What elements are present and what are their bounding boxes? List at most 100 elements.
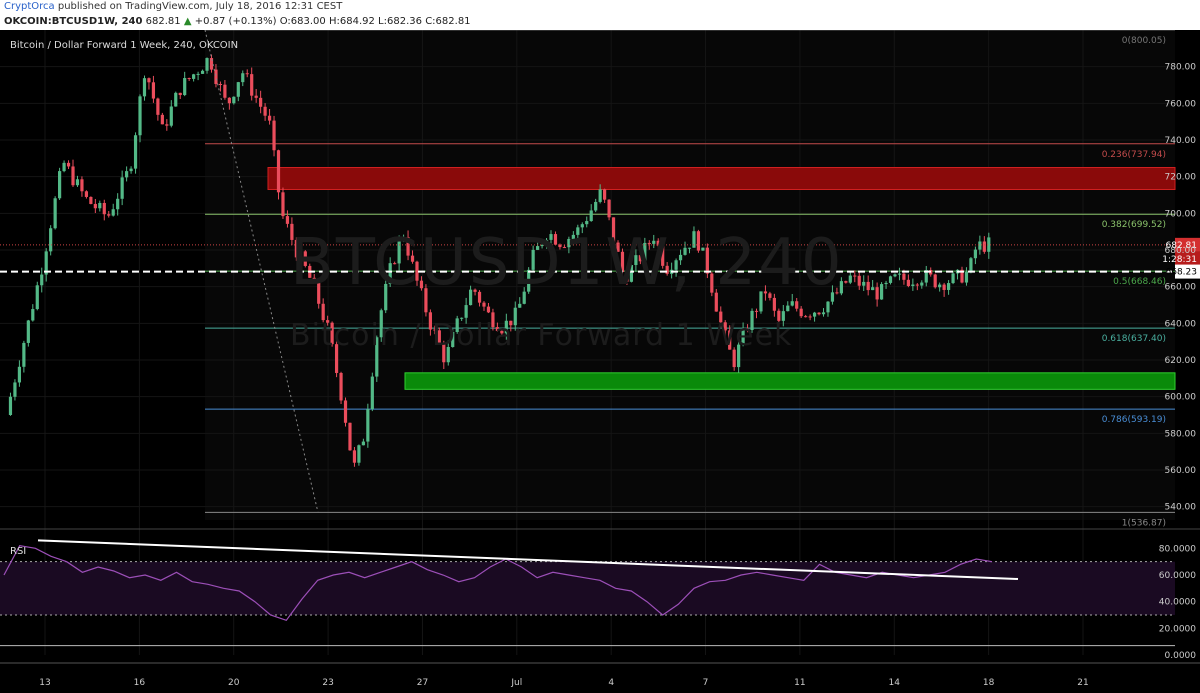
candle-body [169, 106, 173, 126]
candle-body [379, 310, 383, 338]
y-tick-label: 620.00 [1165, 356, 1197, 366]
candle-body [629, 265, 634, 282]
candle-body [839, 281, 843, 294]
candle-body [611, 217, 616, 243]
rsi-line [3, 545, 993, 622]
candle-body [406, 237, 410, 256]
candle-body [303, 251, 307, 266]
candle-body [790, 301, 794, 306]
y-tick-label: 720.00 [1165, 173, 1197, 183]
candle-body [978, 241, 982, 250]
last-price-tag [1175, 237, 1200, 252]
candle-body [486, 306, 491, 313]
candle-body [120, 177, 124, 199]
candle-body [370, 376, 374, 410]
x-tick-label: 16 [134, 678, 146, 688]
x-tick-label: 7 [703, 678, 709, 688]
candle-body [196, 73, 200, 75]
candle-body [875, 287, 879, 300]
line-price-label: 668.23 [1166, 268, 1198, 278]
candle-body [897, 273, 902, 275]
candle-body [209, 58, 214, 70]
open-label: O: [279, 16, 291, 27]
candle-body [89, 196, 93, 204]
price-chart[interactable]: 0(800.05) 0.236(737.94) 0.382(699.52) 0.5(6… [0, 30, 1200, 693]
candle-body [174, 92, 178, 107]
price-change: +0.87 (+0.13%) [194, 16, 277, 27]
countdown-label: 1:28:31 [1162, 255, 1197, 265]
candle-body [111, 209, 115, 216]
fib-level-label: 0.618(637.40) [1102, 334, 1166, 344]
candle-body [80, 179, 84, 192]
candle-body [200, 70, 205, 74]
x-tick-label: 13 [39, 678, 50, 688]
candle-body [352, 450, 357, 463]
candle-body [705, 247, 709, 274]
candle-body [620, 251, 625, 273]
candle-body [125, 171, 129, 178]
candle-body [388, 263, 392, 284]
candle-body [245, 73, 249, 75]
fib-level-label: 0.236(737.94) [1102, 150, 1166, 160]
candle-body [754, 310, 759, 312]
candle-body [964, 271, 969, 283]
rsi-tick-label: 80.0000 [1159, 544, 1196, 554]
candle-body [366, 409, 370, 442]
candle-body [973, 249, 977, 259]
candle-body [701, 247, 705, 251]
candle-body [647, 242, 651, 244]
rsi-tick-label: 20.0000 [1159, 624, 1196, 634]
candle-body [911, 284, 915, 287]
candle-body [888, 276, 893, 283]
candle-body [35, 285, 39, 310]
candle-body [844, 281, 848, 283]
candle-body [594, 201, 598, 211]
candle-body [446, 347, 450, 363]
candle-body [267, 115, 272, 121]
candle-body [187, 78, 191, 80]
candle-body [263, 106, 267, 116]
candle-body [603, 189, 607, 200]
candle-body [397, 239, 401, 264]
candle-body [455, 318, 459, 332]
watermark-symbol: BTCUSD1W, 240 [290, 226, 844, 300]
candle-body [665, 265, 669, 274]
y-tick-label: 560.00 [1165, 466, 1197, 476]
candle-body [951, 273, 955, 284]
candle-body [241, 73, 245, 83]
y-tick-label: 680.00 [1165, 246, 1197, 256]
candle-body [799, 308, 803, 317]
support-zone [404, 372, 1176, 390]
candle-body [460, 317, 464, 319]
x-tick-label: 18 [983, 678, 995, 688]
candle-body [781, 311, 785, 321]
candle-body [871, 287, 875, 291]
candle-body [31, 309, 35, 321]
published-text: published on TradingView.com, July 18, 2… [57, 1, 343, 12]
candle-body [232, 96, 236, 104]
candle-body [531, 249, 535, 270]
low-label: L: [378, 16, 387, 27]
candle-body [276, 150, 281, 193]
candle-body [540, 245, 544, 247]
candle-body [879, 284, 884, 300]
candle-body [22, 342, 26, 367]
candle-body [571, 234, 575, 239]
author-name[interactable]: CryptOrca [4, 1, 55, 12]
candle-body [509, 320, 513, 326]
candle-body [44, 251, 48, 275]
candle-body [178, 92, 182, 96]
candle-body [696, 231, 701, 251]
change-arrow: ▲ [183, 16, 192, 27]
candle-body [625, 272, 629, 282]
candle-body [830, 292, 835, 302]
top-header-bar: CryptOrca published on TradingView.com, … [0, 0, 1200, 30]
high-value: 684.92 [339, 16, 375, 27]
rsi-trend-line [37, 539, 1019, 580]
candle-body [8, 396, 13, 415]
candle-body [607, 199, 611, 218]
candle-body [808, 316, 812, 318]
candle-body [491, 312, 495, 328]
candle-body [942, 284, 946, 290]
candle-body [768, 293, 772, 298]
